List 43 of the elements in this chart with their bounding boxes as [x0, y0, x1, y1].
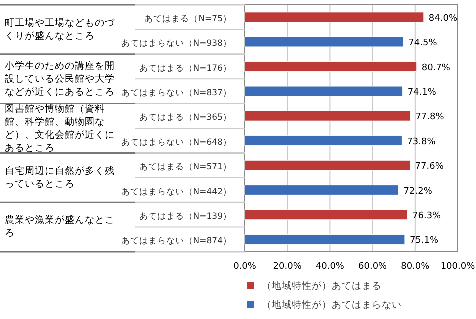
data-label: 75.1%: [410, 236, 439, 246]
bar: [244, 234, 406, 245]
data-label: 72.2%: [404, 186, 433, 197]
y-tick-label: あてはまらない（N=837）: [121, 88, 232, 98]
bar: [244, 86, 404, 97]
y-tick-label: あてはまらない（N=648）: [121, 138, 232, 148]
y-tick-label: あてはまる（N=571）: [139, 162, 232, 173]
x-tick-label: 80.0%: [401, 262, 430, 272]
y-tick-label: あてはまる（N=75）: [144, 14, 232, 24]
data-label: 74.5%: [408, 38, 438, 49]
text: 図書館や博物館（資料館、科学館、動物園など）、文化会館が近くにあるところ: [5, 102, 116, 154]
x-tick-label: 60.0%: [358, 262, 388, 272]
text: 小学生のための講座を開設している公民館や大学などが近くにあるところ: [5, 60, 116, 99]
data-label: 84.0%: [428, 14, 458, 24]
y-tick-label: あてはまらない（N=874）: [121, 236, 232, 247]
x-tick-label: 40.0%: [316, 262, 345, 272]
bar: [244, 36, 404, 48]
text: 農業や漁業が盛んなところ: [5, 214, 116, 240]
x-tick-label: 100.0%: [440, 262, 476, 272]
legend-label: （地域特性が）あてはまらない: [262, 299, 402, 311]
x-tick-label: 0.0%: [234, 262, 257, 272]
data-label: 80.7%: [422, 63, 451, 74]
data-label: 76.3%: [412, 211, 442, 222]
legend-label: （地域特性が）あてはまる: [262, 280, 382, 292]
data-label: 74.1%: [408, 88, 437, 98]
bar: [244, 185, 400, 196]
text: 自宅周辺に自然が多く残っているところ: [5, 164, 116, 191]
data-label: 77.6%: [415, 162, 444, 172]
data-label: 73.8%: [407, 137, 436, 148]
bar: [244, 160, 411, 171]
y-tick-label: あてはまる（N=139）: [139, 212, 232, 222]
data-label: 77.8%: [416, 112, 445, 123]
y-tick-label: あてはまらない（N=938）: [121, 39, 232, 50]
bar: [244, 136, 402, 146]
bar: [244, 62, 418, 72]
y-tick-label: あてはまる（N=365）: [139, 113, 232, 124]
bar: [244, 110, 411, 122]
bar: [244, 210, 408, 220]
x-tick-label: 20.0%: [273, 262, 302, 272]
bar: [244, 12, 424, 23]
y-tick-label: あてはまらない（N=442）: [121, 187, 232, 198]
y-tick-label: あてはまる（N=176）: [139, 64, 232, 74]
text: 町工場や工場などものづくりが盛んなところ: [5, 16, 116, 43]
